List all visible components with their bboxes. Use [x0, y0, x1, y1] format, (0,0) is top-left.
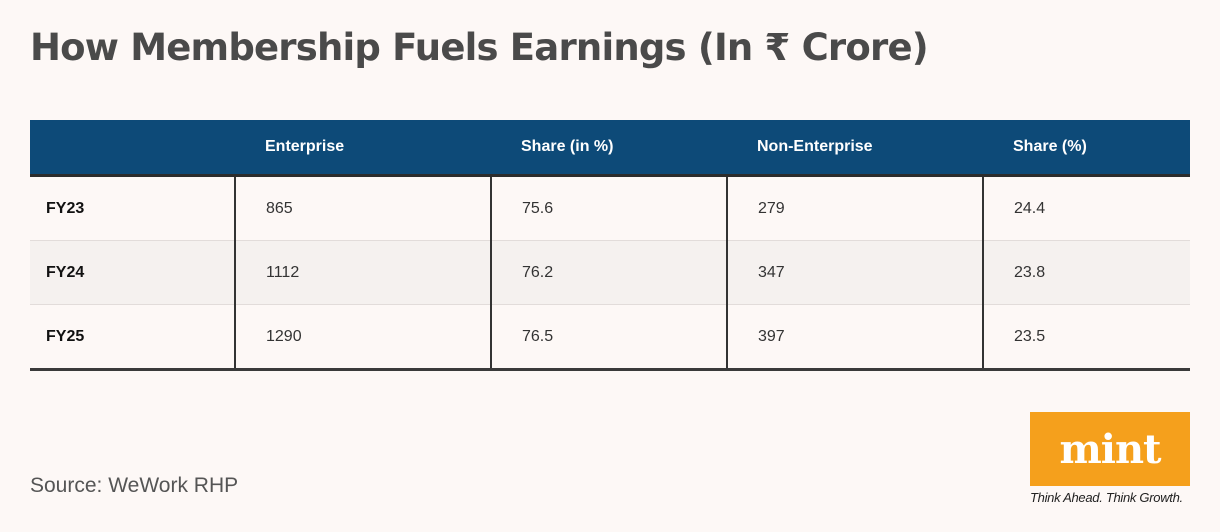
row-label: FY23	[30, 175, 235, 241]
column-header	[30, 120, 235, 177]
header-row: Enterprise Share (in %) Non-Enterprise S…	[30, 120, 1190, 177]
table-row: FY25 1290 76.5 397 23.5	[30, 304, 1190, 370]
row-label: FY24	[30, 240, 235, 305]
column-header: Share (in %)	[491, 120, 727, 177]
table-cell: 347	[726, 240, 983, 305]
data-table: Enterprise Share (in %) Non-Enterprise S…	[30, 120, 1190, 371]
column-header: Share (%)	[983, 120, 1190, 177]
row-label: FY25	[30, 304, 235, 370]
brand-block: mint Think Ahead. Think Growth.	[1030, 412, 1190, 505]
table-cell: 1112	[234, 240, 491, 305]
column-header: Non-Enterprise	[727, 120, 983, 177]
table-cell: 76.2	[490, 240, 727, 305]
table-cell: 279	[726, 175, 983, 241]
table-cell: 24.4	[982, 175, 1190, 241]
column-header: Enterprise	[235, 120, 491, 177]
chart-title: How Membership Fuels Earnings (In ₹ Cror…	[30, 26, 929, 69]
table-cell: 397	[726, 304, 983, 370]
brand-tagline: Think Ahead. Think Growth.	[1030, 490, 1183, 505]
table-cell: 23.8	[982, 240, 1190, 305]
mint-logo: mint	[1030, 412, 1190, 486]
logo-text: mint	[1059, 425, 1161, 473]
table-cell: 1290	[234, 304, 491, 370]
table-cell: 23.5	[982, 304, 1190, 370]
table-row: FY23 865 75.6 279 24.4	[30, 175, 1190, 241]
table-cell: 865	[234, 175, 491, 241]
table-cell: 75.6	[490, 175, 727, 241]
table-row: FY24 1112 76.2 347 23.8	[30, 240, 1190, 305]
source-note: Source: WeWork RHP	[30, 474, 239, 497]
table-cell: 76.5	[490, 304, 727, 370]
